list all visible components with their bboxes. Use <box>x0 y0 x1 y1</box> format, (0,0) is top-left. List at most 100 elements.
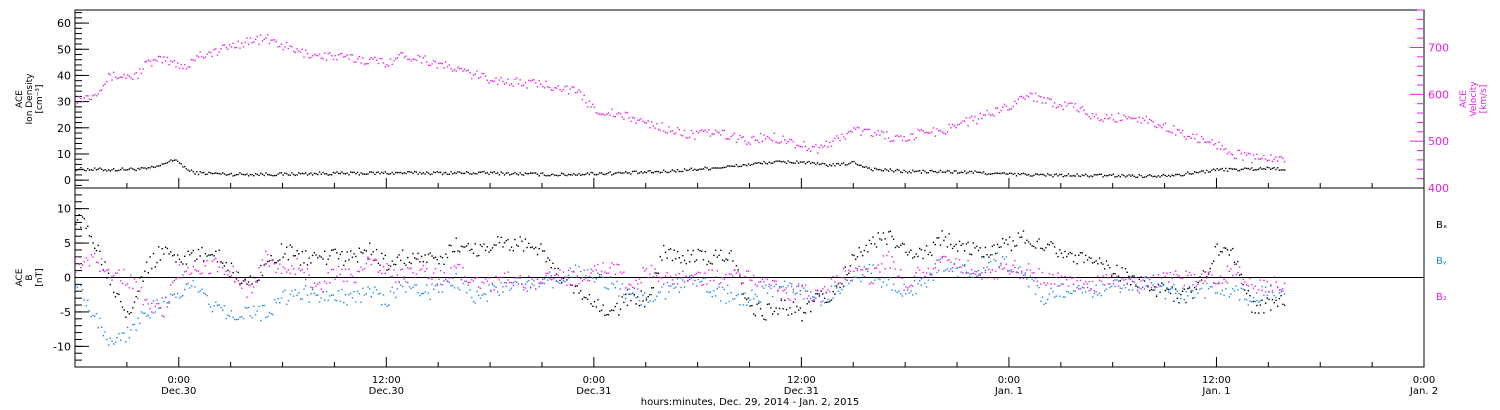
data-point <box>1029 175 1032 177</box>
data-point <box>1033 272 1035 274</box>
data-point <box>661 286 663 288</box>
data-point <box>789 282 791 284</box>
data-point <box>284 172 286 174</box>
data-point <box>1069 276 1071 278</box>
data-point <box>944 171 947 173</box>
data-point <box>422 264 424 267</box>
data-point <box>331 55 333 57</box>
data-point <box>294 289 296 291</box>
data-point <box>908 251 910 253</box>
data-point <box>939 261 942 263</box>
data-point <box>116 272 118 274</box>
data-point <box>986 109 988 112</box>
data-point <box>996 107 999 109</box>
data-point <box>458 263 461 266</box>
data-point <box>100 263 103 266</box>
data-point <box>234 280 236 283</box>
data-point <box>536 173 539 175</box>
data-point <box>1278 156 1281 158</box>
data-point <box>410 60 412 62</box>
series-2 <box>75 250 1286 318</box>
data-point <box>1083 109 1085 111</box>
data-point <box>1066 279 1068 281</box>
data-point <box>1124 116 1127 118</box>
data-point <box>381 171 383 174</box>
data-point <box>586 298 589 300</box>
data-point <box>137 297 139 300</box>
data-point <box>635 170 637 172</box>
data-point <box>465 245 468 247</box>
data-point <box>1124 278 1127 280</box>
data-point <box>528 172 530 175</box>
data-point <box>1059 103 1061 106</box>
data-point <box>571 174 573 176</box>
data-point <box>740 293 743 295</box>
data-point <box>351 171 354 174</box>
data-point <box>977 118 980 120</box>
data-point <box>714 167 717 169</box>
data-point <box>467 243 469 245</box>
data-point <box>1275 299 1277 301</box>
data-point <box>467 69 469 71</box>
data-point <box>733 269 736 271</box>
data-point <box>659 291 661 293</box>
data-point <box>465 70 468 72</box>
data-point <box>1185 301 1187 304</box>
data-point <box>514 78 516 81</box>
data-point <box>324 173 326 175</box>
data-point <box>1052 291 1054 293</box>
data-point <box>1012 240 1014 242</box>
data-point <box>671 259 674 262</box>
data-point <box>220 261 222 263</box>
data-point <box>1270 284 1272 286</box>
data-point <box>327 272 329 274</box>
data-point <box>642 172 644 174</box>
data-point <box>1278 298 1281 300</box>
data-point <box>353 61 355 63</box>
data-point <box>1180 277 1182 279</box>
data-point <box>1219 293 1222 295</box>
data-point <box>247 175 250 177</box>
data-point <box>194 260 196 262</box>
data-point <box>699 272 701 274</box>
data-point <box>125 169 127 171</box>
data-point <box>694 168 696 171</box>
data-point <box>969 275 971 278</box>
data-point <box>716 288 718 290</box>
data-point <box>1221 282 1223 285</box>
data-point <box>1003 242 1006 244</box>
data-point <box>490 171 492 173</box>
data-point <box>519 275 521 277</box>
data-point <box>298 172 300 174</box>
data-point <box>436 171 438 173</box>
data-point <box>1187 135 1189 138</box>
data-point <box>855 162 857 165</box>
data-point <box>538 286 540 288</box>
data-point <box>434 171 437 174</box>
data-point <box>1216 148 1218 150</box>
data-point <box>782 308 784 310</box>
data-point <box>286 271 288 273</box>
data-point <box>763 160 765 163</box>
data-point <box>180 163 182 165</box>
data-point <box>395 296 397 299</box>
data-point <box>972 276 974 279</box>
data-point <box>867 128 869 131</box>
data-point <box>887 279 890 281</box>
data-point <box>1029 92 1032 94</box>
data-point <box>190 169 193 171</box>
data-point <box>708 260 710 263</box>
data-point <box>270 174 272 176</box>
data-point <box>1135 117 1137 119</box>
data-point <box>95 95 98 97</box>
data-point <box>514 280 516 283</box>
data-point <box>282 48 284 51</box>
data-point <box>618 264 620 266</box>
data-point <box>664 298 667 300</box>
data-point <box>1152 175 1154 178</box>
data-point <box>367 173 369 175</box>
data-point <box>1107 277 1109 279</box>
data-point <box>785 309 788 311</box>
data-point <box>573 86 575 88</box>
data-point <box>1159 291 1161 293</box>
